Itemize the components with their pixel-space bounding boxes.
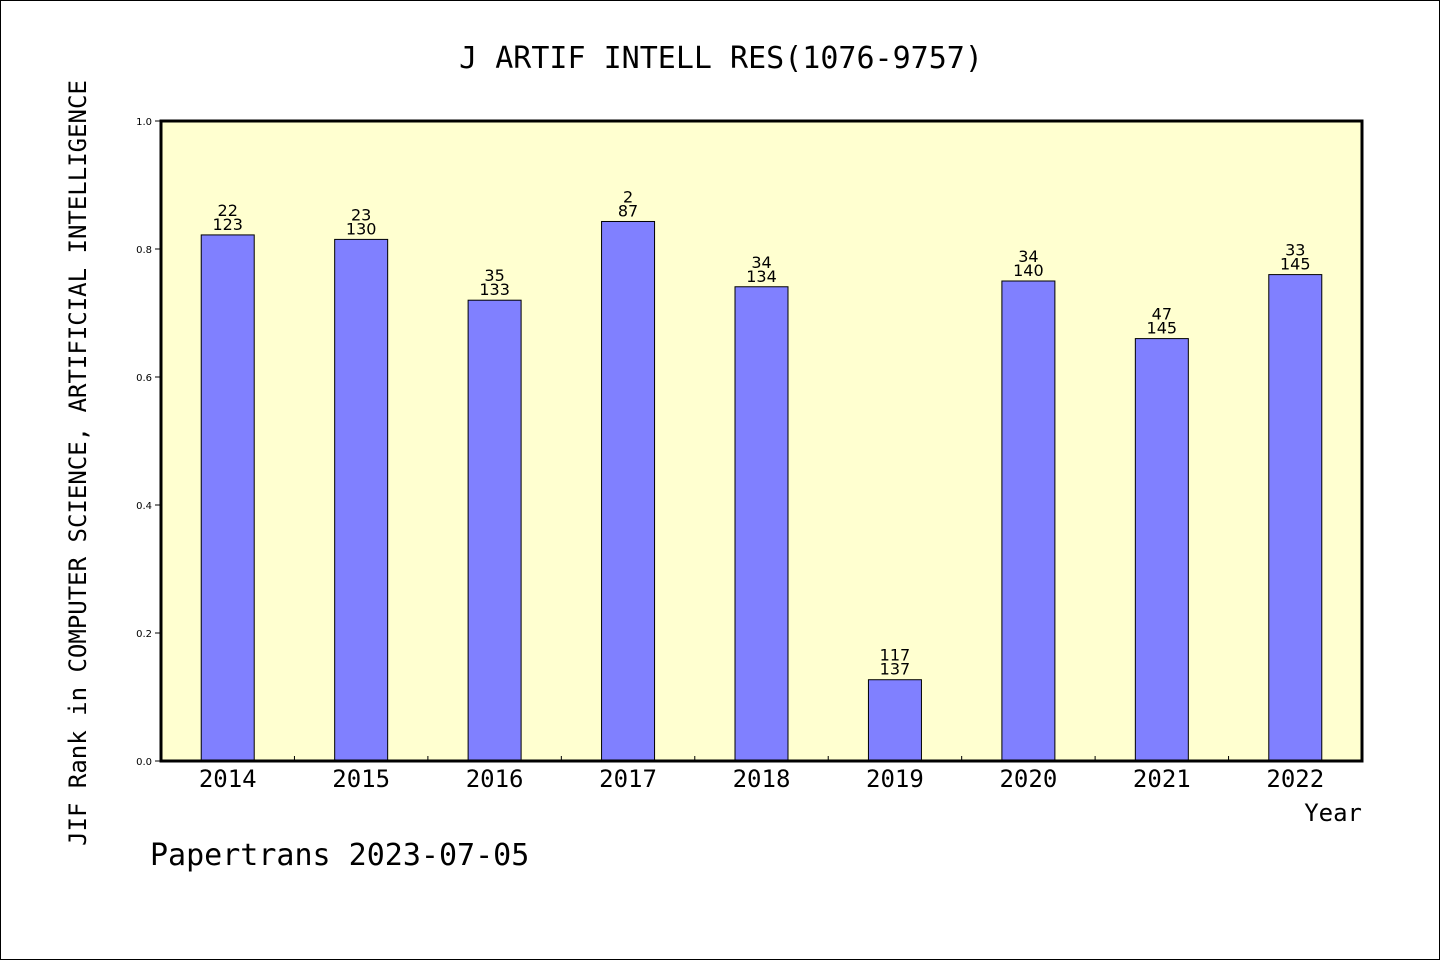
- bar-total-label: 130: [346, 219, 377, 238]
- bar-2021: [1134, 338, 1189, 762]
- bar-total-label: 87: [618, 201, 638, 220]
- bar-total-label: 145: [1280, 255, 1311, 274]
- x-tick-label: 2014: [199, 765, 257, 793]
- bar-total-label: 140: [1013, 261, 1044, 280]
- bar-total-label: 137: [880, 660, 911, 679]
- y-tick-label: 0.8: [136, 245, 152, 256]
- bar-2020: [1001, 280, 1056, 762]
- bars-layer: 2212323130351332873413411713734140471453…: [200, 187, 1323, 762]
- bar-total-label: 133: [479, 280, 510, 299]
- bar-rank-label: 33: [1285, 241, 1305, 260]
- bar-rank-label: 22: [218, 201, 238, 220]
- bar-2015: [334, 238, 389, 762]
- chart-title: J ARTIF INTELL RES(1076-9757): [459, 41, 983, 76]
- footer-text: Papertrans 2023-07-05: [150, 838, 529, 873]
- y-tick-label: 0.0: [136, 757, 152, 768]
- ticks-layer: 2014 2015 2016 2017 2018 2019 2020 2021 2022 0.0 0…: [136, 117, 1324, 793]
- bar-rank-label: 2: [623, 187, 633, 206]
- bar-total-label: 134: [746, 267, 777, 286]
- bar-2017: [601, 220, 656, 762]
- x-tick-label: 2022: [1266, 765, 1324, 793]
- bar-2018: [734, 286, 789, 762]
- bar-rank-label: 23: [351, 205, 371, 224]
- x-tick-label: 2015: [332, 765, 390, 793]
- bar-total-label: 145: [1147, 319, 1178, 338]
- y-axis-label: JIF Rank in COMPUTER SCIENCE, ARTIFICIAL…: [64, 80, 92, 846]
- bar-rank-label: 47: [1152, 305, 1172, 324]
- y-tick-label: 0.6: [136, 373, 152, 384]
- plot-border: [159, 119, 1364, 763]
- bar-total-label: 123: [212, 215, 243, 234]
- x-axis-label: Year: [1304, 799, 1362, 827]
- bar-2022: [1268, 274, 1323, 762]
- x-tick-label: 2018: [733, 765, 791, 793]
- y-tick-label: 0.4: [136, 501, 152, 512]
- bar-2019: [867, 679, 922, 762]
- bar-rank-label: 35: [484, 266, 504, 285]
- bar-rank-label: 34: [751, 253, 771, 272]
- x-tick-label: 2017: [599, 765, 657, 793]
- bar-2014: [200, 234, 255, 762]
- bar-2016: [467, 299, 522, 762]
- bar-rank-label: 117: [880, 646, 911, 665]
- x-tick-label: 2020: [999, 765, 1057, 793]
- x-tick-label: 2019: [866, 765, 924, 793]
- x-tick-label: 2021: [1133, 765, 1191, 793]
- y-tick-label: 0.2: [136, 629, 152, 640]
- y-tick-label: 1.0: [136, 117, 152, 128]
- x-tick-label: 2016: [466, 765, 524, 793]
- bar-rank-label: 34: [1018, 247, 1038, 266]
